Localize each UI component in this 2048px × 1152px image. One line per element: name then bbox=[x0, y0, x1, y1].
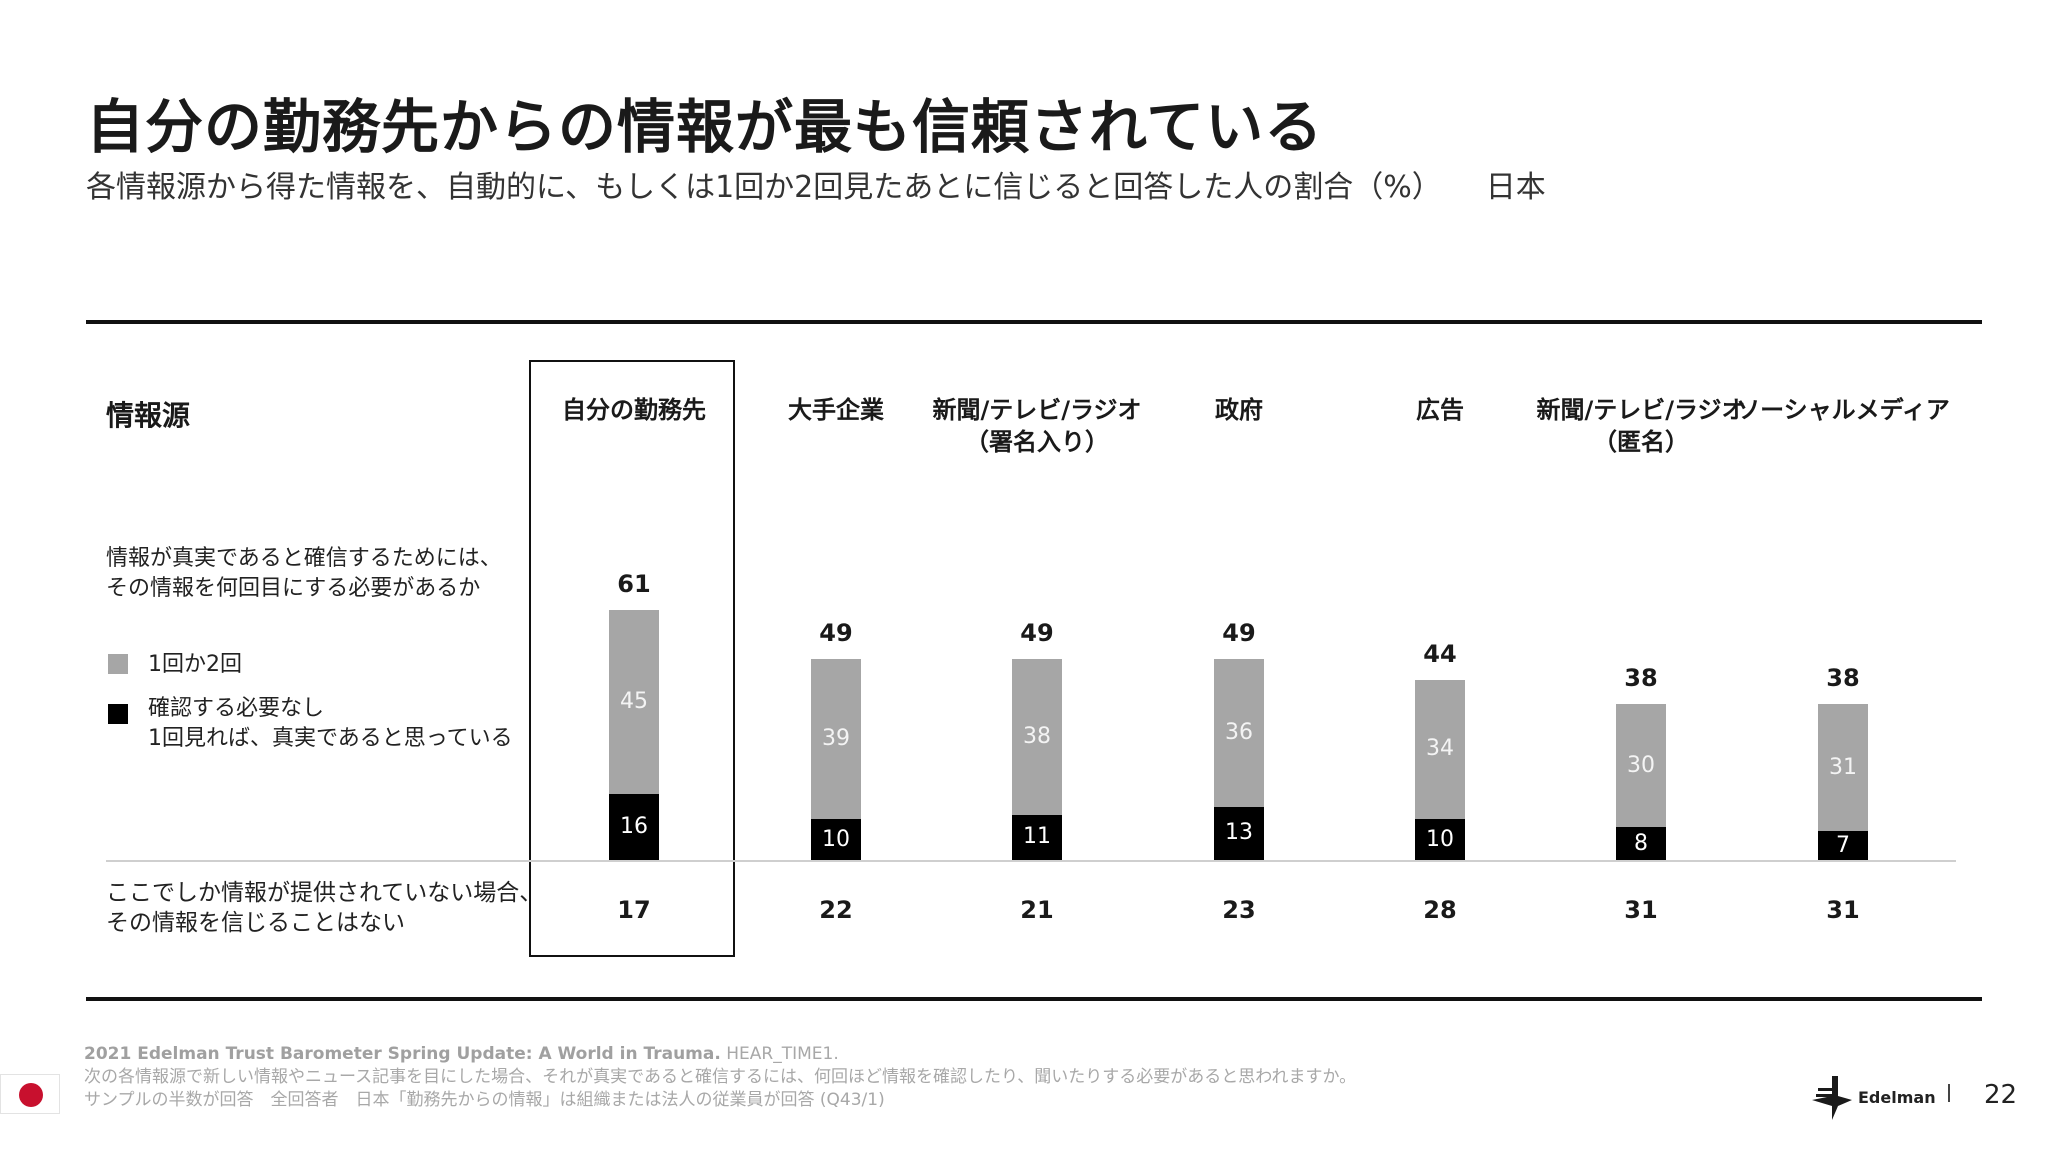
source-notes: 2021 Edelman Trust Barometer Spring Upda… bbox=[84, 1043, 1356, 1112]
bar-value-light: 39 bbox=[822, 726, 850, 752]
bar-segment-dark bbox=[1818, 831, 1868, 860]
source-sample: サンプルの半数が回答 全回答者 日本「勤務先からの情報」は組織または法人の従業員… bbox=[84, 1090, 885, 1110]
never-believe-label: ここでしか情報が提供されていない場合、 その情報を信じることはない bbox=[106, 878, 542, 938]
legend-swatch-dark bbox=[108, 704, 128, 724]
bar-value-light: 36 bbox=[1225, 719, 1253, 745]
bar-segment-dark bbox=[811, 819, 861, 860]
row-header: 情報源 bbox=[106, 399, 191, 432]
bar-total-label: 49 bbox=[1020, 619, 1054, 648]
question-label: 情報が真実であると確信するためには、 その情報を何回目にする必要があるか bbox=[106, 544, 502, 604]
category-label: 自分の勤務先 bbox=[562, 396, 706, 424]
bar-total-label: 38 bbox=[1624, 664, 1658, 693]
never-believe-value: 23 bbox=[1222, 896, 1256, 924]
bar-segment-light bbox=[609, 610, 659, 795]
country-label: 日本 bbox=[1485, 170, 1546, 205]
bar-value-dark: 16 bbox=[620, 814, 648, 840]
never-believe-value: 31 bbox=[1624, 896, 1658, 924]
highlight-box bbox=[529, 360, 735, 957]
source-bold: 2021 Edelman Trust Barometer Spring Upda… bbox=[84, 1044, 721, 1064]
bar-segment-light bbox=[1818, 704, 1868, 832]
category-label: 新聞/テレビ/ラジオ （署名入り） bbox=[932, 396, 1142, 456]
footer-divider bbox=[1948, 1084, 1950, 1102]
bar-segment-dark bbox=[1012, 814, 1062, 860]
bar-segment-light bbox=[1616, 704, 1666, 828]
bar-value-dark: 10 bbox=[1426, 826, 1454, 852]
question-line-1: 情報が真実であると確信するためには、 bbox=[106, 546, 502, 571]
page-title: 自分の勤務先からの情報が最も信頼されている bbox=[86, 93, 1324, 161]
source-code: HEAR_TIME1. bbox=[720, 1044, 839, 1064]
legend-swatch-light bbox=[108, 654, 128, 674]
category-label: 大手企業 bbox=[788, 396, 884, 424]
flag-dot bbox=[19, 1083, 43, 1107]
page-subtitle: 各情報源から得た情報を、自動的に、もしくは1回か2回見たあとに信じると回答した人… bbox=[86, 162, 1546, 206]
category-label: 新聞/テレビ/ラジオ （匿名） bbox=[1536, 396, 1746, 456]
never-believe-line-1: ここでしか情報が提供されていない場合、 bbox=[106, 880, 543, 906]
bar-total-label: 61 bbox=[617, 570, 651, 598]
edelman-logo-icon bbox=[1812, 1076, 1852, 1120]
legend-label-dark: 確認する必要なし 1回見れば、真実であると思っている bbox=[148, 694, 513, 754]
legend-label-dark-line-1: 確認する必要なし bbox=[148, 696, 325, 721]
top-rule bbox=[86, 320, 1982, 324]
bar-total-label: 49 bbox=[1222, 619, 1256, 648]
category-label: 政府 bbox=[1215, 396, 1263, 424]
bar-value-light: 45 bbox=[620, 689, 648, 715]
never-believe-value: 21 bbox=[1020, 896, 1054, 924]
legend-label-light: 1回か2回 bbox=[148, 652, 242, 677]
question-line-2: その情報を何回目にする必要があるか bbox=[106, 576, 481, 601]
chart-baseline bbox=[106, 860, 1956, 862]
never-believe-value: 17 bbox=[617, 896, 651, 924]
legend-label-dark-line-2: 1回見れば、真実であると思っている bbox=[148, 726, 513, 751]
bar-segment-light bbox=[811, 659, 861, 819]
bar-total-label: 38 bbox=[1826, 664, 1860, 693]
never-believe-line-2: その情報を信じることはない bbox=[106, 910, 405, 936]
edelman-logo: Edelman bbox=[1812, 1076, 1936, 1120]
bar-segment-dark bbox=[1214, 806, 1264, 860]
bar-value-light: 30 bbox=[1627, 752, 1655, 778]
subtitle-text: 各情報源から得た情報を、自動的に、もしくは1回か2回見たあとに信じると回答した人… bbox=[86, 170, 1442, 205]
bar-value-light: 34 bbox=[1426, 736, 1454, 762]
bar-value-dark: 13 bbox=[1225, 820, 1253, 846]
edelman-logo-text: Edelman bbox=[1858, 1088, 1936, 1107]
bar-value-light: 38 bbox=[1023, 724, 1051, 750]
bar-segment-light bbox=[1415, 679, 1465, 820]
bar-value-dark: 8 bbox=[1634, 830, 1648, 856]
bar-segment-light bbox=[1214, 659, 1264, 807]
bar-segment-dark bbox=[1616, 827, 1666, 860]
page-number: 22 bbox=[1984, 1080, 2018, 1110]
never-believe-value: 31 bbox=[1826, 896, 1860, 924]
never-believe-value: 28 bbox=[1423, 896, 1457, 924]
bar-value-dark: 7 bbox=[1836, 832, 1850, 858]
bar-total-label: 44 bbox=[1423, 639, 1457, 668]
bar-segment-dark bbox=[1415, 819, 1465, 860]
japan-flag-icon bbox=[0, 1074, 60, 1114]
bar-value-dark: 10 bbox=[822, 826, 850, 852]
bar-total-label: 49 bbox=[819, 619, 853, 648]
bar-value-light: 31 bbox=[1829, 754, 1857, 780]
never-believe-value: 22 bbox=[819, 896, 853, 924]
bar-segment-dark bbox=[609, 794, 659, 860]
bar-segment-light bbox=[1012, 659, 1062, 815]
category-label: ソーシャルメディア bbox=[1736, 396, 1950, 424]
category-label: 広告 bbox=[1416, 396, 1464, 424]
source-citation: 2021 Edelman Trust Barometer Spring Upda… bbox=[84, 1043, 1356, 1066]
source-question: 次の各情報源で新しい情報やニュース記事を目にした場合、それが真実であると確信する… bbox=[84, 1067, 1357, 1087]
bar-value-dark: 11 bbox=[1023, 824, 1051, 850]
bottom-rule bbox=[86, 997, 1982, 1001]
